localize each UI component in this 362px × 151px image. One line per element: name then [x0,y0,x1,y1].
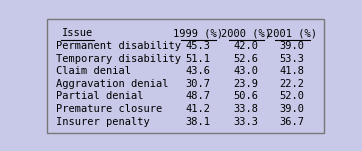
Text: 33.3: 33.3 [233,117,258,127]
Text: 30.7: 30.7 [186,79,211,89]
Text: 43.6: 43.6 [186,66,211,76]
Text: 50.6: 50.6 [233,92,258,101]
Text: Premature closure: Premature closure [56,104,163,114]
Text: 2001 (%): 2001 (%) [267,28,317,38]
Text: Aggravation denial: Aggravation denial [56,79,169,89]
Text: 52.0: 52.0 [279,92,305,101]
Text: Permanent disability: Permanent disability [56,41,181,51]
Text: 1999 (%): 1999 (%) [173,28,223,38]
Text: Insurer penalty: Insurer penalty [56,117,150,127]
Text: Partial denial: Partial denial [56,92,144,101]
Text: Issue: Issue [62,28,93,38]
Text: 52.6: 52.6 [233,53,258,64]
Text: 33.8: 33.8 [233,104,258,114]
Text: Claim denial: Claim denial [56,66,131,76]
Text: 42.0: 42.0 [233,41,258,51]
Text: 38.1: 38.1 [186,117,211,127]
Text: 45.3: 45.3 [186,41,211,51]
Text: 23.9: 23.9 [233,79,258,89]
Text: 51.1: 51.1 [186,53,211,64]
Text: 53.3: 53.3 [279,53,305,64]
FancyBboxPatch shape [47,19,324,133]
Text: 39.0: 39.0 [279,104,305,114]
Text: 2000 (%): 2000 (%) [221,28,271,38]
Text: 22.2: 22.2 [279,79,305,89]
Text: 41.8: 41.8 [279,66,305,76]
Text: 43.0: 43.0 [233,66,258,76]
Text: Temporary disability: Temporary disability [56,53,181,64]
Text: 41.2: 41.2 [186,104,211,114]
Text: 36.7: 36.7 [279,117,305,127]
Text: 39.0: 39.0 [279,41,305,51]
Text: 48.7: 48.7 [186,92,211,101]
